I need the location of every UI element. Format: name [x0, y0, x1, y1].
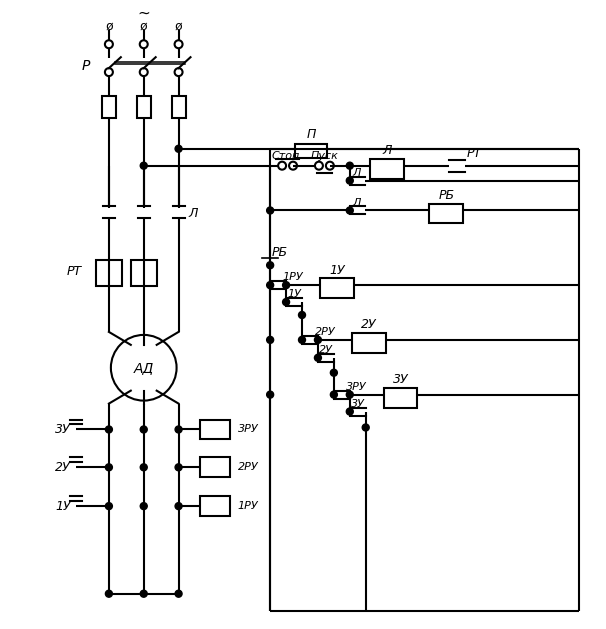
Circle shape: [175, 503, 182, 509]
Circle shape: [267, 207, 274, 214]
Circle shape: [278, 162, 286, 170]
Bar: [171, 96, 185, 118]
Circle shape: [289, 162, 297, 170]
Circle shape: [140, 426, 147, 433]
Circle shape: [175, 464, 182, 470]
Text: ~: ~: [138, 6, 150, 21]
Bar: [384, 387, 418, 408]
Text: Стоп: Стоп: [272, 151, 300, 161]
Text: 1РУ: 1РУ: [283, 272, 304, 282]
Bar: [370, 159, 404, 179]
Circle shape: [315, 162, 323, 170]
Circle shape: [346, 162, 353, 169]
Text: 3У: 3У: [351, 399, 365, 409]
Circle shape: [175, 145, 182, 152]
Text: 2РУ: 2РУ: [238, 462, 259, 472]
Bar: [201, 420, 230, 440]
Text: 2У: 2У: [319, 345, 333, 355]
Text: Л: Л: [382, 144, 391, 157]
Circle shape: [267, 262, 274, 269]
Text: Р: Р: [82, 59, 90, 73]
Text: ø: ø: [105, 20, 113, 33]
Circle shape: [105, 68, 113, 76]
Bar: [201, 457, 230, 477]
Text: Л: Л: [189, 207, 198, 220]
Circle shape: [140, 162, 147, 169]
Circle shape: [105, 464, 112, 470]
Circle shape: [299, 337, 305, 343]
Circle shape: [330, 369, 338, 376]
Text: Л: Л: [353, 168, 361, 177]
Circle shape: [140, 40, 148, 48]
Circle shape: [105, 503, 112, 509]
Text: 3У: 3У: [55, 423, 71, 436]
Text: 2У: 2У: [55, 461, 71, 474]
Bar: [96, 260, 122, 286]
Bar: [102, 96, 116, 118]
Circle shape: [346, 177, 353, 184]
Circle shape: [346, 391, 353, 398]
Text: РТ: РТ: [467, 147, 482, 160]
Circle shape: [346, 207, 353, 214]
Text: 2У: 2У: [361, 318, 376, 331]
Circle shape: [105, 40, 113, 48]
Circle shape: [315, 354, 321, 361]
Bar: [137, 96, 151, 118]
Circle shape: [267, 337, 274, 343]
Text: ø: ø: [175, 20, 182, 33]
Circle shape: [267, 391, 274, 398]
Bar: [201, 496, 230, 516]
Text: 3У: 3У: [393, 373, 408, 386]
Circle shape: [175, 68, 182, 76]
Circle shape: [140, 68, 148, 76]
Circle shape: [140, 464, 147, 470]
Circle shape: [362, 424, 369, 431]
Text: Пуск: Пуск: [311, 151, 339, 161]
Circle shape: [175, 426, 182, 433]
Circle shape: [282, 282, 290, 289]
Circle shape: [175, 40, 182, 48]
Text: РБ: РБ: [272, 246, 288, 259]
Bar: [131, 260, 157, 286]
Circle shape: [140, 590, 147, 597]
Text: П: П: [306, 128, 316, 142]
Circle shape: [299, 311, 305, 318]
Text: АД: АД: [133, 361, 154, 375]
Circle shape: [105, 590, 112, 597]
Circle shape: [330, 391, 338, 398]
Bar: [295, 144, 327, 158]
Text: 1У: 1У: [55, 499, 71, 513]
Text: 1У: 1У: [287, 289, 301, 299]
Text: Л: Л: [353, 198, 361, 208]
Text: 1РУ: 1РУ: [238, 501, 259, 511]
Text: РТ: РТ: [67, 265, 82, 277]
Circle shape: [105, 426, 112, 433]
Circle shape: [315, 337, 321, 343]
Circle shape: [175, 590, 182, 597]
Text: 1У: 1У: [329, 264, 345, 277]
Bar: [430, 204, 463, 223]
Circle shape: [282, 299, 290, 306]
Circle shape: [140, 503, 147, 509]
Bar: [320, 278, 354, 298]
Text: 3РУ: 3РУ: [238, 425, 259, 435]
Circle shape: [346, 408, 353, 415]
Text: ø: ø: [140, 20, 147, 33]
Text: 3РУ: 3РУ: [347, 382, 367, 392]
Circle shape: [267, 282, 274, 289]
Bar: [351, 333, 385, 353]
Text: 2РУ: 2РУ: [315, 327, 335, 337]
Circle shape: [111, 335, 176, 401]
Circle shape: [326, 162, 334, 170]
Text: РБ: РБ: [438, 189, 454, 202]
